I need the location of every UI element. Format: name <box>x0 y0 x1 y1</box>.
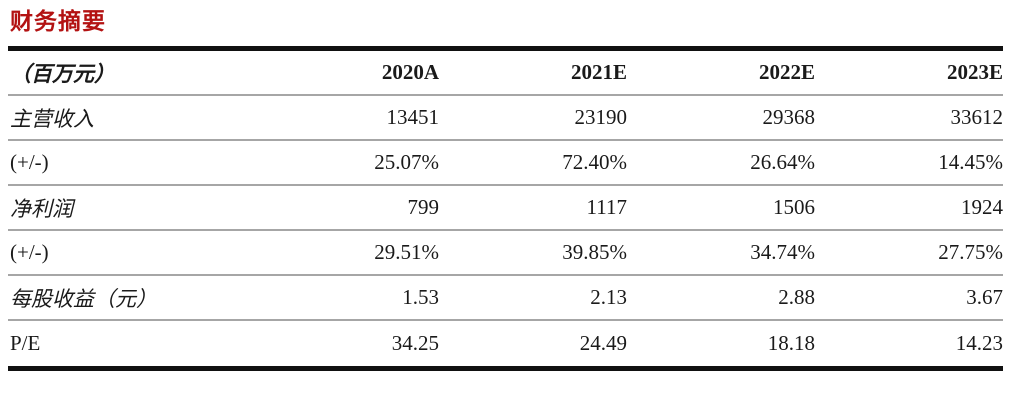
header-cell-2022e: 2022E <box>758 60 815 84</box>
value-cell: 1.53 <box>402 285 439 309</box>
header-cell-2020a: 2020A <box>381 60 439 84</box>
row-label: P/E <box>10 331 41 355</box>
value-cell: 33612 <box>950 105 1004 129</box>
header-cell-2023e: 2023E <box>946 60 1003 84</box>
value-cell: 14.45% <box>938 150 1003 174</box>
row-label: (+/-) <box>10 240 49 264</box>
header-cell-unit: （百万元） <box>10 61 115 86</box>
table-row-net-profit: 净利润 799 1117 1506 1924 <box>8 186 1003 231</box>
value-cell: 23190 <box>574 105 628 129</box>
row-label: (+/-) <box>10 150 49 174</box>
value-cell: 34.74% <box>750 240 815 264</box>
value-cell: 18.18 <box>767 331 815 355</box>
section-title: 财务摘要 <box>10 8 106 34</box>
value-cell: 1117 <box>586 195 627 219</box>
value-cell: 13451 <box>386 105 440 129</box>
financial-summary-table: （百万元） 2020A 2021E 2022E 2023E 主营收入 13451… <box>8 46 1003 371</box>
value-cell: 14.23 <box>955 331 1003 355</box>
value-cell: 34.25 <box>391 331 439 355</box>
value-cell: 1506 <box>773 195 815 219</box>
value-cell: 27.75% <box>938 240 1003 264</box>
table-row-pe: P/E 34.25 24.49 18.18 14.23 <box>8 321 1003 366</box>
table-header-row: （百万元） 2020A 2021E 2022E 2023E <box>8 51 1003 96</box>
row-label: 净利润 <box>10 196 73 221</box>
table-row-profit-growth: (+/-) 29.51% 39.85% 34.74% 27.75% <box>8 231 1003 276</box>
row-label: 每股收益（元） <box>10 286 157 311</box>
value-cell: 3.67 <box>966 285 1003 309</box>
row-label: 主营收入 <box>10 106 94 131</box>
value-cell: 25.07% <box>374 150 439 174</box>
value-cell: 1924 <box>961 195 1003 219</box>
value-cell: 29.51% <box>374 240 439 264</box>
value-cell: 72.40% <box>562 150 627 174</box>
value-cell: 2.13 <box>590 285 627 309</box>
value-cell: 26.64% <box>750 150 815 174</box>
header-cell-2021e: 2021E <box>570 60 627 84</box>
table-row-revenue: 主营收入 13451 23190 29368 33612 <box>8 96 1003 141</box>
table-row-eps: 每股收益（元） 1.53 2.13 2.88 3.67 <box>8 276 1003 321</box>
value-cell: 24.49 <box>579 331 627 355</box>
value-cell: 799 <box>407 195 440 219</box>
table-row-revenue-growth: (+/-) 25.07% 72.40% 26.64% 14.45% <box>8 141 1003 186</box>
value-cell: 29368 <box>762 105 816 129</box>
value-cell: 39.85% <box>562 240 627 264</box>
report-page: 财务摘要 （百万元） 2020A 2021E 2022E 2023E 主营收入 … <box>0 7 1011 406</box>
value-cell: 2.88 <box>778 285 815 309</box>
